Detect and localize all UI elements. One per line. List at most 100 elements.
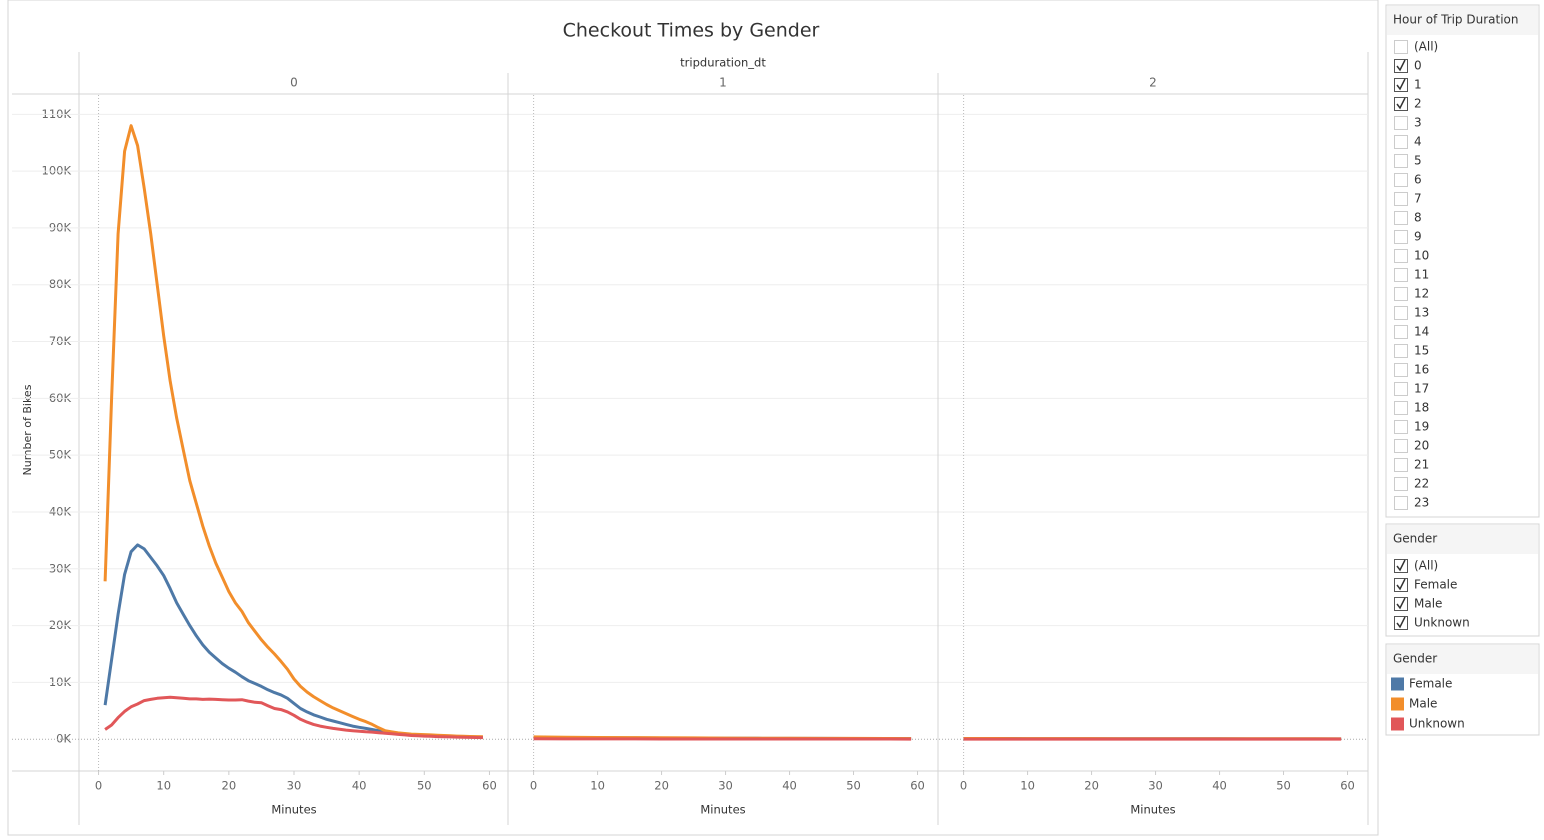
checkbox[interactable] [1394,597,1408,611]
x-tick-label: 0 [95,779,102,793]
filter-option[interactable]: 9 [1414,230,1422,244]
checkbox[interactable] [1394,382,1408,396]
filter-option[interactable]: 20 [1414,439,1429,453]
panel-label: 2 [1149,76,1157,90]
filter-option[interactable]: (All) [1414,40,1438,54]
card-header [1387,6,1538,35]
x-tick-label: 20 [654,779,669,793]
checkbox[interactable] [1394,211,1408,225]
checkbox[interactable] [1394,116,1408,130]
checkbox[interactable] [1394,97,1408,111]
filter-option[interactable]: 15 [1414,344,1429,358]
filter-option[interactable]: Unknown [1414,616,1470,630]
checkmark [1396,616,1406,629]
checkbox[interactable] [1394,173,1408,187]
x-tick-label: 40 [352,779,367,793]
x-axis-label: Minutes [271,803,316,817]
filter-option[interactable]: 8 [1414,211,1422,225]
checkmark [1396,578,1406,591]
checkbox[interactable] [1394,344,1408,358]
checkmark [1396,559,1406,572]
filter-option[interactable]: 17 [1414,382,1429,396]
checkbox[interactable] [1394,496,1408,510]
x-tick-label: 10 [590,779,605,793]
x-tick-label: 50 [417,779,432,793]
checkbox[interactable] [1394,420,1408,434]
x-tick-label: 10 [1020,779,1035,793]
x-axis-label: Minutes [700,803,745,817]
checkbox[interactable] [1394,458,1408,472]
filter-option[interactable]: 16 [1414,363,1429,377]
y-axis-label: Number of Bikes [21,384,34,475]
card-header [1387,525,1538,554]
checkbox[interactable] [1394,477,1408,491]
checkbox[interactable] [1394,78,1408,92]
checkbox[interactable] [1394,306,1408,320]
checkbox[interactable] [1394,268,1408,282]
filter-option[interactable]: 2 [1414,97,1422,111]
x-tick-label: 10 [156,779,171,793]
filter-option[interactable]: 22 [1414,477,1429,491]
checkbox[interactable] [1394,363,1408,377]
checkbox[interactable] [1394,192,1408,206]
x-tick-label: 60 [910,779,925,793]
filter-option[interactable]: 6 [1414,173,1422,187]
checkbox[interactable] [1394,230,1408,244]
filter-option[interactable]: 14 [1414,325,1429,339]
checkbox[interactable] [1394,135,1408,149]
y-tick-label: 40K [49,504,72,518]
filter-option[interactable]: Female [1414,578,1457,592]
filter-option[interactable]: 0 [1414,59,1422,73]
filter-option[interactable]: 1 [1414,78,1422,92]
legend-swatch [1391,677,1404,691]
checkbox[interactable] [1394,578,1408,592]
x-tick-label: 20 [1084,779,1099,793]
filter-option[interactable]: 10 [1414,249,1429,263]
legend-swatch [1391,697,1404,711]
x-tick-label: 0 [530,779,537,793]
filter-option[interactable]: 13 [1414,306,1429,320]
filter-option[interactable]: 23 [1414,496,1429,510]
panel-label: 0 [290,76,298,90]
filter-option[interactable]: 5 [1414,154,1422,168]
filter-option[interactable]: Male [1414,597,1442,611]
filter-option[interactable]: 19 [1414,420,1429,434]
legend-swatch [1391,717,1404,731]
chart-frame [7,0,1379,836]
filter-option[interactable]: 11 [1414,268,1429,282]
checkbox[interactable] [1394,325,1408,339]
filter-option[interactable]: 7 [1414,192,1422,206]
x-axis-label: Minutes [1130,803,1175,817]
checkmark [1396,78,1406,91]
facet-label: tripduration_dt [680,56,766,70]
checkmark [1396,59,1406,72]
filter-option[interactable]: 4 [1414,135,1422,149]
checkbox[interactable] [1394,616,1408,630]
checkbox[interactable] [1394,249,1408,263]
checkbox[interactable] [1394,40,1408,54]
x-tick-label: 20 [222,779,237,793]
filter-option[interactable]: 3 [1414,116,1422,130]
checkbox[interactable] [1394,59,1408,73]
x-tick-label: 40 [782,779,797,793]
checkbox[interactable] [1394,154,1408,168]
filter-option[interactable]: 12 [1414,287,1429,301]
checkbox[interactable] [1394,559,1408,573]
sidebar: Hour of Trip Duration(All)01234567891011… [1385,4,1540,736]
filter-option[interactable]: (All) [1414,559,1438,573]
checkbox[interactable] [1394,401,1408,415]
checkbox[interactable] [1394,287,1408,301]
x-tick-label: 30 [1148,779,1163,793]
legend-title: Gender [1393,652,1437,666]
x-tick-label: 40 [1212,779,1227,793]
checkmark [1396,597,1406,610]
legend-label: Female [1409,677,1452,691]
filter-option[interactable]: 21 [1414,458,1429,472]
x-tick-label: 30 [718,779,733,793]
filter-option[interactable]: 18 [1414,401,1429,415]
x-tick-label: 30 [287,779,302,793]
filter-title: Hour of Trip Duration [1393,13,1518,27]
x-tick-label: 60 [482,779,497,793]
checkbox[interactable] [1394,439,1408,453]
